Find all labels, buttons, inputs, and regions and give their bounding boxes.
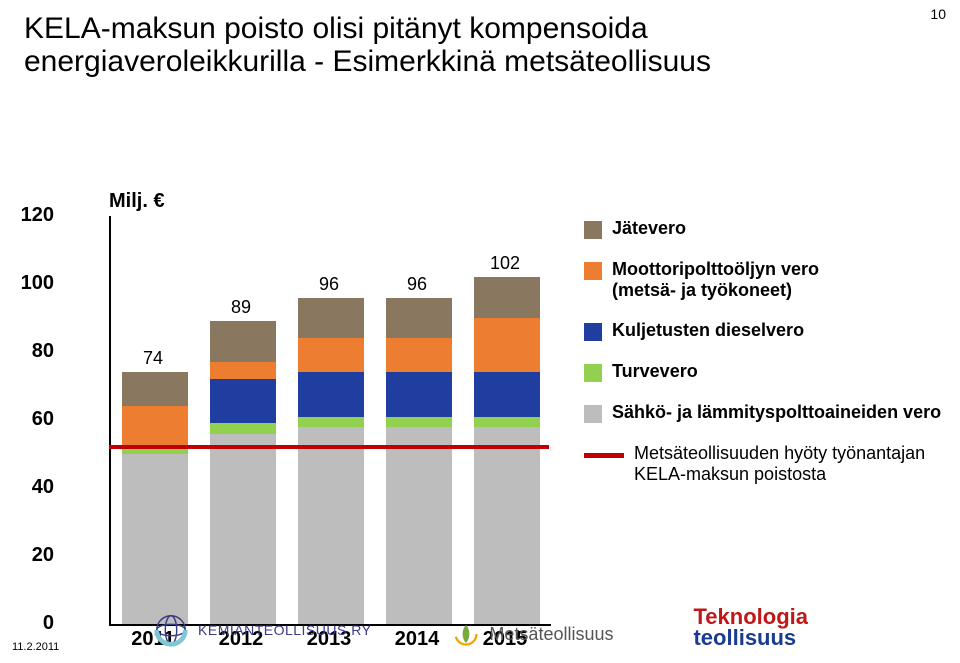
legend-item-turve: Turvevero bbox=[584, 361, 954, 382]
bar-seg-jate bbox=[210, 321, 276, 362]
page-title: KELA-maksun poisto olisi pitänyt kompens… bbox=[0, 12, 960, 78]
legend-label: Moottoripolttoöljyn vero(metsä- ja työko… bbox=[612, 259, 819, 300]
legend-label: Kuljetusten dieselvero bbox=[612, 320, 804, 341]
logo-teknologiateollisuus: Teknologia teollisuus bbox=[693, 607, 808, 649]
bar-seg-jate bbox=[298, 298, 364, 339]
bar-total-label: 89 bbox=[208, 297, 274, 318]
footer-logos: KEMIANTEOLLISUUS RY Metsäteollisuus Tekn… bbox=[0, 607, 960, 649]
legend-swatch bbox=[584, 262, 602, 280]
bar-seg-moottori bbox=[210, 362, 276, 379]
bar-2013 bbox=[298, 298, 364, 624]
globe-icon bbox=[152, 611, 190, 649]
bar-2014 bbox=[386, 298, 452, 624]
y-tick-label: 120 bbox=[0, 204, 54, 227]
y-tick-label: 100 bbox=[0, 272, 54, 295]
bar-2012 bbox=[210, 321, 276, 624]
title-line-2: energiaveroleikkurilla - Esimerkkinä met… bbox=[24, 45, 711, 78]
legend-line-swatch bbox=[584, 453, 624, 458]
bar-seg-kuljetus bbox=[386, 372, 452, 416]
legend-item-moottori: Moottoripolttoöljyn vero(metsä- ja työko… bbox=[584, 259, 954, 300]
footer: 11.2.2011 KEMIANTEOLLISUUS RY Metsäteoll… bbox=[0, 585, 960, 655]
legend-swatch bbox=[584, 364, 602, 382]
bar-seg-moottori bbox=[386, 338, 452, 372]
chart-legend: Jätevero Moottoripolttoöljyn vero(metsä- … bbox=[584, 218, 954, 505]
legend-label: Turvevero bbox=[612, 361, 698, 382]
bar-seg-kuljetus bbox=[210, 379, 276, 423]
stacked-bar-chart: Milj. € 020406080100120 JäteveroMoottori… bbox=[24, 98, 936, 568]
bar-seg-turve bbox=[210, 423, 276, 433]
bar-seg-kuljetus bbox=[298, 372, 364, 416]
bar-seg-moottori bbox=[298, 338, 364, 372]
bar-seg-turve bbox=[386, 417, 452, 427]
bar-seg-moottori bbox=[122, 406, 188, 447]
bar-total-label: 96 bbox=[384, 274, 450, 295]
legend-label: Jätevero bbox=[612, 218, 686, 239]
legend-swatch bbox=[584, 323, 602, 341]
bar-total-label: 96 bbox=[296, 274, 362, 295]
y-tick-label: 40 bbox=[0, 476, 54, 499]
bar-total-label: 102 bbox=[472, 253, 538, 274]
logo-kemian-text: KEMIANTEOLLISUUS RY bbox=[198, 622, 371, 638]
logo-metsa-text: Metsäteollisuus bbox=[489, 624, 613, 645]
legend-item-jate: Jätevero bbox=[584, 218, 954, 239]
legend-swatch bbox=[584, 405, 602, 423]
legend-label: Sähkö- ja lämmityspolttoaineiden vero bbox=[612, 402, 941, 423]
y-tick-label: 80 bbox=[0, 340, 54, 363]
legend-item-reference-line: Metsäteollisuuden hyöty työnantajan KELA… bbox=[584, 443, 954, 484]
legend-swatch bbox=[584, 221, 602, 239]
leaf-icon bbox=[451, 619, 481, 649]
y-tick-label: 20 bbox=[0, 544, 54, 567]
legend-item-kuljetus: Kuljetusten dieselvero bbox=[584, 320, 954, 341]
y-tick-label: 60 bbox=[0, 408, 54, 431]
bar-seg-turve bbox=[298, 417, 364, 427]
bar-seg-turve bbox=[474, 417, 540, 427]
logo-metsateollisuus: Metsäteollisuus bbox=[451, 619, 613, 649]
logo-kemianteollisuus: KEMIANTEOLLISUUS RY bbox=[152, 611, 371, 649]
bar-seg-kuljetus bbox=[474, 372, 540, 416]
bar-2015 bbox=[474, 277, 540, 624]
title-line-1: KELA-maksun poisto olisi pitänyt kompens… bbox=[24, 12, 648, 45]
bar-seg-jate bbox=[474, 277, 540, 318]
logo-tekno-line2: teollisuus bbox=[693, 628, 808, 649]
legend-item-sahko: Sähkö- ja lämmityspolttoaineiden vero bbox=[584, 402, 954, 423]
y-axis-unit: Milj. € bbox=[109, 190, 165, 213]
bar-seg-jate bbox=[386, 298, 452, 339]
bar-seg-jate bbox=[122, 372, 188, 406]
bar-total-label: 74 bbox=[120, 348, 186, 369]
reference-line bbox=[109, 445, 549, 449]
legend-label: Metsäteollisuuden hyöty työnantajan KELA… bbox=[634, 443, 954, 484]
bar-seg-moottori bbox=[474, 318, 540, 372]
